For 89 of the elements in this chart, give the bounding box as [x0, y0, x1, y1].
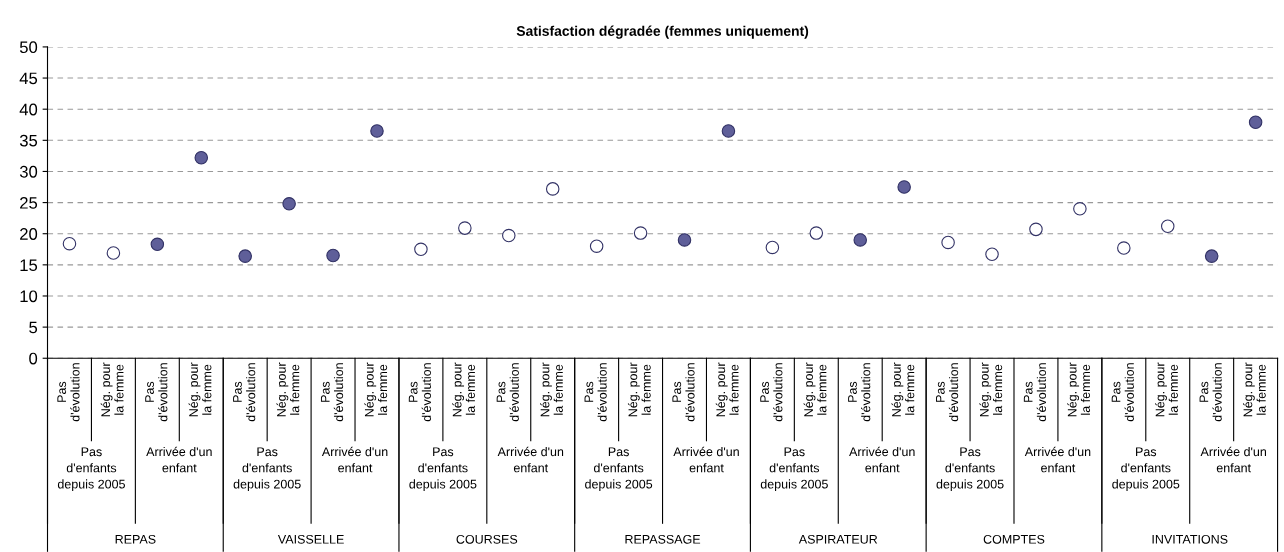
x-tick-label: Pas d'évolution [760, 363, 783, 422]
text: Pas d'enfants depuis 2005 [936, 447, 1004, 491]
x-tick-label: Nég. pour la femme [1067, 362, 1091, 417]
point [326, 248, 340, 263]
point [1204, 249, 1219, 263]
point [721, 124, 736, 138]
point [238, 249, 252, 263]
text: VAISSELLE [277, 534, 344, 544]
point [1073, 202, 1087, 216]
x-tick-label: Nég. pour la femme [364, 362, 388, 417]
point [282, 197, 296, 211]
y-tick-label: 20 [20, 228, 38, 240]
x-tick-label: Nég. pour la femme [627, 362, 651, 417]
text: REPASSAGE [625, 534, 701, 544]
text: REPAS [115, 534, 156, 544]
x-tick-label: Nég. pour la femme [100, 362, 124, 417]
y-tick-label: 10 [20, 290, 38, 303]
x-tick-label: Nég. pour la femme [803, 362, 827, 417]
x-tick-label: Nég. pour la femme [715, 362, 739, 417]
chart-title: Satisfaction dégradée (femmes uniquement) [516, 25, 809, 39]
y-tick-label: 0 [29, 352, 38, 365]
text: Arrivée d'un enfant [849, 446, 915, 473]
y-tick-label: 35 [19, 134, 38, 147]
point [1248, 115, 1263, 130]
text: COURSES [456, 534, 518, 544]
x-tick-label: Pas d'évolution [1111, 363, 1134, 422]
text: ASPIRATEUR [798, 534, 878, 544]
point [150, 237, 165, 252]
point [1160, 219, 1175, 234]
point [502, 228, 516, 243]
x-tick-label: Nég. pour la femme [891, 362, 915, 417]
x-tick-label: Nég. pour la femme [188, 362, 212, 417]
text: Pas d'enfants depuis 2005 [409, 447, 477, 491]
text: Pas d'enfants depuis 2005 [57, 447, 125, 491]
x-tick-label: Nég. pour la femme [540, 362, 563, 417]
text: Arrivée d'un enfant [1024, 446, 1091, 473]
point [897, 180, 911, 194]
x-tick-label: Pas d'évolution [57, 363, 80, 422]
point [194, 150, 209, 165]
text: Arrivée d'un enfant [673, 446, 739, 473]
x-tick-label: Nég. pour la femme [452, 362, 476, 417]
text: Pas d'enfants depuis 2005 [585, 447, 653, 491]
point [853, 233, 868, 247]
point [106, 246, 121, 260]
point [458, 221, 472, 235]
x-tick-label: Nég. pour la femme [979, 362, 1003, 417]
x-tick-label: Pas d'évolution [936, 363, 959, 422]
point [545, 182, 560, 196]
point [589, 239, 604, 253]
y-tick-label: 50 [19, 41, 38, 54]
text: Arrivée d'un enfant [1200, 446, 1266, 473]
x-tick-label: Pas d'évolution [672, 363, 695, 422]
y-tick-label: 45 [19, 72, 38, 85]
point [370, 124, 384, 138]
y-tick-label: 30 [19, 165, 38, 178]
x-tick-label: Nég. pour la femme [1242, 362, 1266, 417]
y-tick-label: 15 [20, 259, 38, 272]
point [414, 242, 428, 257]
y-tick-label: 5 [29, 321, 38, 334]
x-tick-label: Pas d'évolution [233, 363, 256, 422]
x-tick-label: Pas d'évolution [496, 363, 519, 422]
x-tick-label: Pas d'évolution [1023, 363, 1047, 422]
x-tick-label: Pas d'évolution [1199, 363, 1222, 422]
x-tick-label: Nég. pour la femme [276, 362, 300, 417]
point [765, 240, 780, 255]
text: Arrivée d'un enfant [146, 446, 212, 473]
text: Arrivée d'un enfant [321, 446, 388, 473]
point [62, 236, 77, 251]
point [809, 226, 824, 240]
y-tick-label: 25 [20, 196, 38, 209]
point [677, 233, 692, 247]
point [1117, 241, 1131, 255]
x-tick-label: Nég. pour la femme [1155, 362, 1178, 417]
point [633, 226, 648, 240]
point [1029, 222, 1043, 237]
y-tick-label: 40 [19, 103, 38, 116]
x-tick-label: Pas d'évolution [408, 363, 432, 422]
text: Pas d'enfants depuis 2005 [233, 447, 301, 491]
text: Pas d'enfants depuis 2005 [1112, 447, 1180, 491]
x-tick-label: Pas d'évolution [320, 363, 344, 422]
text: INVITATIONS [1152, 534, 1228, 544]
x-tick-label: Pas d'évolution [848, 363, 871, 422]
text: Arrivée d'un enfant [497, 446, 564, 473]
text: COMPTES [983, 534, 1045, 544]
x-tick-label: Pas d'évolution [584, 363, 607, 422]
text: Pas d'enfants depuis 2005 [760, 447, 828, 491]
point [985, 247, 999, 262]
x-tick-label: Pas d'évolution [145, 363, 168, 422]
point [941, 235, 955, 250]
